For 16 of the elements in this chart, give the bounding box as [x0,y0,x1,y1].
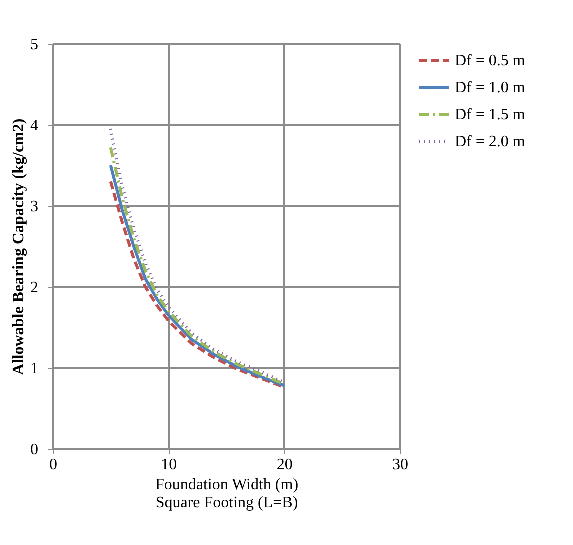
x-tick-label: 10 [161,456,178,474]
legend-label: Df = 1.0 m [455,80,526,96]
y-tick-label: 1 [30,360,38,378]
x-tick-label: 30 [392,456,408,474]
y-tick-label: 2 [30,280,38,296]
y-tick-label: 0 [30,442,38,458]
y-axis-title: Allowable Bearing Capacity (kg/cm2) [10,118,28,376]
legend-label: Df = 0.5 m [455,52,526,70]
legend-label: Df = 2.0 m [455,134,526,150]
y-tick-label: 4 [30,118,38,134]
y-tick-label: 3 [30,198,38,216]
x-tick-label: 0 [50,456,58,474]
y-tick-label: 5 [30,36,38,54]
legend-label: Df = 1.5 m [455,106,526,124]
x-axis-title: Foundation Width (m) Square Footing (L=B) [155,476,299,512]
x-tick-label: 20 [276,456,293,474]
